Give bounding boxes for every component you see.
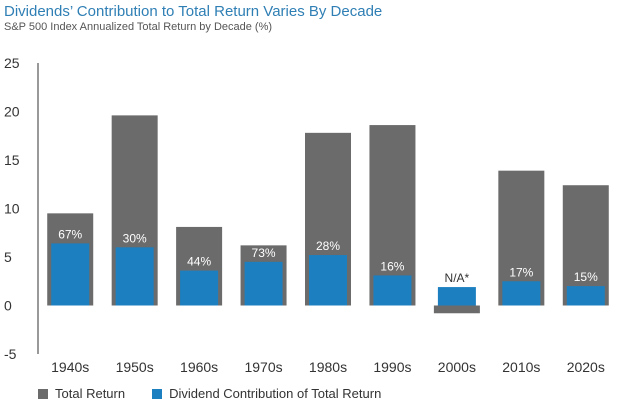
dividend-share-label: 28% — [316, 239, 340, 253]
dividend-bar — [115, 247, 154, 306]
chart-legend: Total Return Dividend Contribution of To… — [38, 386, 408, 401]
x-tick-label: 2020s — [567, 359, 605, 375]
legend-item-dividend-contribution: Dividend Contribution of Total Return — [152, 386, 381, 401]
x-tick-label: 1960s — [180, 359, 218, 375]
x-tick-label: 1950s — [116, 359, 154, 375]
legend-swatch-total-return — [38, 388, 48, 399]
dividend-share-label: 44% — [187, 255, 211, 269]
y-tick-label: 0 — [4, 298, 12, 314]
x-tick-label: 1940s — [51, 359, 89, 375]
x-tick-label: 1990s — [373, 359, 411, 375]
chart-subtitle: S&P 500 Index Annualized Total Return by… — [4, 21, 273, 33]
y-tick-label: 25 — [4, 55, 20, 71]
dividend-bar — [309, 255, 347, 306]
dividend-bar — [51, 243, 90, 306]
dividend-share-label: 67% — [58, 227, 82, 241]
x-tick-label: 2010s — [502, 359, 540, 375]
dividend-bar — [437, 287, 476, 306]
y-tick-label: -5 — [4, 346, 17, 362]
dividend-share-label: 73% — [252, 246, 276, 260]
dividend-share-label: 16% — [380, 259, 404, 273]
dividend-bar — [373, 275, 412, 306]
dividend-bar — [180, 270, 219, 306]
dividend-share-label: 30% — [123, 231, 147, 245]
total-return-bar — [433, 305, 480, 314]
legend-label-total-return: Total Return — [55, 386, 126, 401]
y-tick-label: 15 — [4, 152, 20, 168]
y-tick-label: 5 — [4, 249, 12, 265]
chart-title: Dividends’ Contribution to Total Return … — [4, 3, 383, 20]
dividend-bar — [566, 286, 605, 306]
y-tick-label: 10 — [4, 201, 20, 217]
dividend-share-label: 15% — [574, 270, 598, 284]
dividend-share-label: 17% — [509, 265, 533, 279]
dividend-bar — [244, 261, 283, 306]
total-return-bar — [562, 185, 609, 306]
legend-item-total-return: Total Return — [38, 386, 125, 401]
x-tick-label: 2000s — [438, 359, 476, 375]
dividend-bar — [502, 281, 541, 306]
x-tick-label: 1980s — [309, 359, 347, 375]
x-tick-label: 1970s — [244, 359, 282, 375]
y-tick-label: 20 — [4, 104, 20, 120]
legend-label-dividend-contribution: Dividend Contribution of Total Return — [169, 386, 382, 401]
dividend-share-label: N/A* — [445, 271, 470, 285]
legend-swatch-dividend-contribution — [152, 388, 163, 399]
